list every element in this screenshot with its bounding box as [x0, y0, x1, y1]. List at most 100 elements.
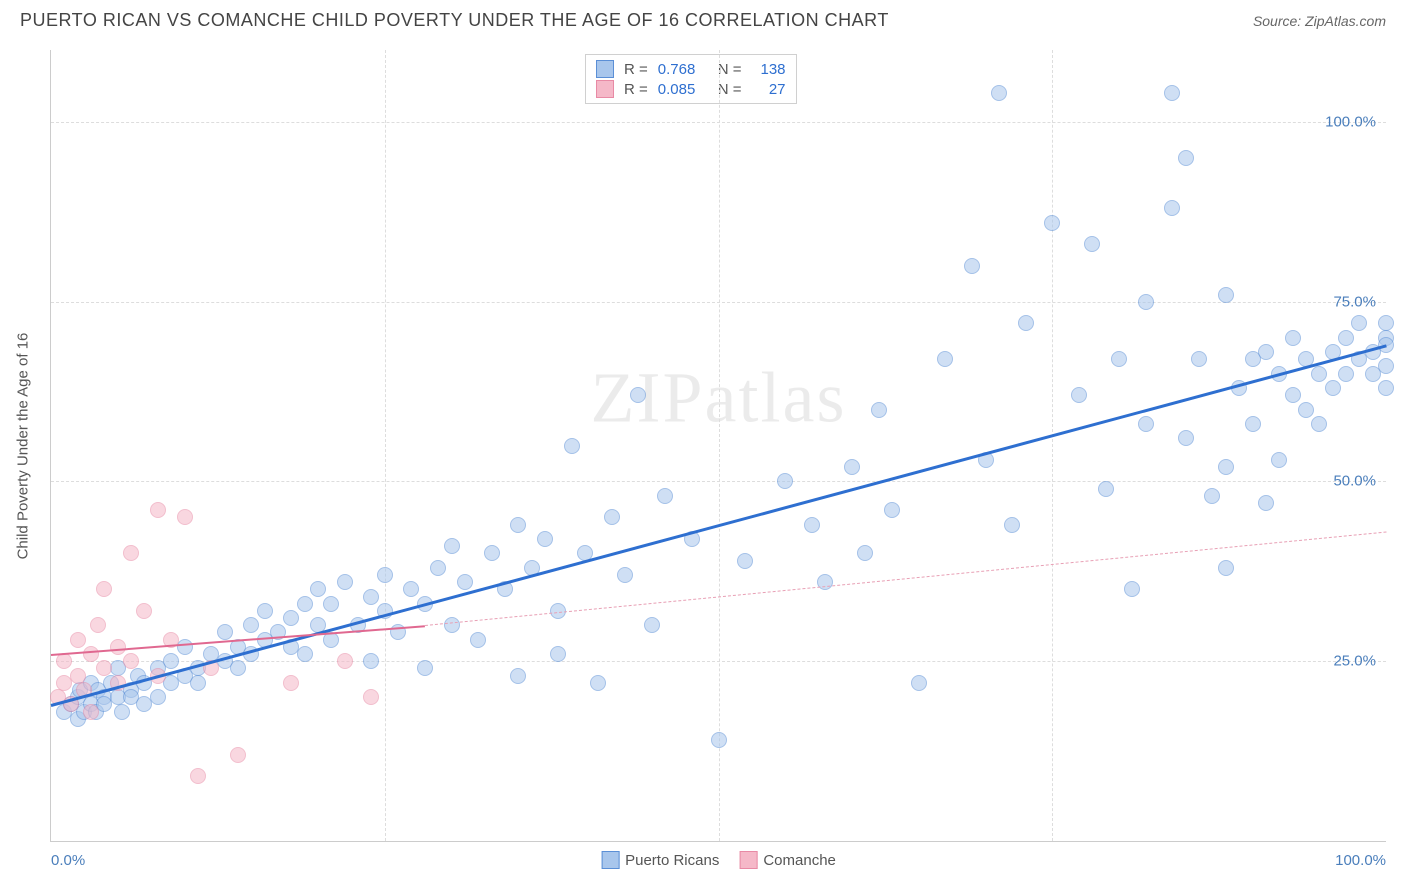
legend-swatch — [739, 851, 757, 869]
data-point — [1245, 416, 1261, 432]
data-point — [283, 610, 299, 626]
legend-item: Puerto Ricans — [601, 851, 719, 869]
data-point — [857, 545, 873, 561]
data-point — [150, 502, 166, 518]
data-point — [1178, 150, 1194, 166]
data-point — [230, 660, 246, 676]
data-point — [470, 632, 486, 648]
scatter-chart: Child Poverty Under the Age of 16 ZIPatl… — [50, 50, 1386, 842]
data-point — [550, 646, 566, 662]
n-value: 27 — [752, 81, 786, 98]
data-point — [777, 473, 793, 489]
y-tick-label: 25.0% — [1333, 653, 1376, 670]
data-point — [114, 704, 130, 720]
data-point — [136, 603, 152, 619]
data-point — [1071, 387, 1087, 403]
data-point — [510, 668, 526, 684]
data-point — [817, 574, 833, 590]
data-point — [1044, 215, 1060, 231]
data-point — [56, 653, 72, 669]
data-point — [617, 567, 633, 583]
data-point — [310, 581, 326, 597]
x-tick-label: 0.0% — [51, 852, 85, 869]
data-point — [377, 567, 393, 583]
data-point — [96, 581, 112, 597]
data-point — [217, 624, 233, 640]
r-value: 0.085 — [658, 81, 708, 98]
data-point — [630, 387, 646, 403]
data-point — [1258, 344, 1274, 360]
r-value: 0.768 — [658, 61, 708, 78]
data-point — [510, 517, 526, 533]
data-point — [1191, 351, 1207, 367]
data-point — [323, 596, 339, 612]
data-point — [1164, 200, 1180, 216]
data-point — [1164, 85, 1180, 101]
data-point — [337, 653, 353, 669]
data-point — [1124, 581, 1140, 597]
data-point — [937, 351, 953, 367]
data-point — [230, 747, 246, 763]
data-point — [1378, 358, 1394, 374]
chart-title: PUERTO RICAN VS COMANCHE CHILD POVERTY U… — [20, 10, 889, 31]
data-point — [177, 509, 193, 525]
data-point — [83, 704, 99, 720]
data-point — [430, 560, 446, 576]
data-point — [871, 402, 887, 418]
data-point — [1378, 315, 1394, 331]
data-point — [737, 553, 753, 569]
data-point — [1311, 416, 1327, 432]
data-point — [123, 545, 139, 561]
data-point — [1285, 387, 1301, 403]
data-point — [711, 732, 727, 748]
y-axis-title: Child Poverty Under the Age of 16 — [15, 332, 32, 559]
r-label: R = — [624, 61, 648, 78]
data-point — [90, 617, 106, 633]
legend-swatch — [601, 851, 619, 869]
gridline-v — [1052, 50, 1053, 841]
data-point — [1378, 380, 1394, 396]
data-point — [1138, 294, 1154, 310]
data-point — [1218, 287, 1234, 303]
stats-row: R = 0.085 N = 27 — [596, 79, 786, 99]
data-point — [804, 517, 820, 533]
data-point — [96, 660, 112, 676]
data-point — [991, 85, 1007, 101]
trendline — [425, 532, 1386, 626]
data-point — [604, 509, 620, 525]
data-point — [444, 617, 460, 633]
data-point — [1338, 366, 1354, 382]
data-point — [70, 632, 86, 648]
data-point — [1178, 430, 1194, 446]
gridline-v — [719, 50, 720, 841]
data-point — [1098, 481, 1114, 497]
series-swatch — [596, 80, 614, 98]
n-label: N = — [718, 81, 742, 98]
data-point — [457, 574, 473, 590]
stats-row: R =0.768N =138 — [596, 59, 786, 79]
n-label: N = — [718, 61, 742, 78]
legend-label: Comanche — [763, 852, 836, 869]
correlation-stats-box: R =0.768N =138R =0.085N =27 — [585, 54, 797, 104]
data-point — [403, 581, 419, 597]
r-label: R = — [624, 81, 648, 98]
data-point — [150, 689, 166, 705]
data-point — [1351, 315, 1367, 331]
data-point — [190, 768, 206, 784]
data-point — [564, 438, 580, 454]
data-point — [590, 675, 606, 691]
data-point — [363, 689, 379, 705]
data-point — [1018, 315, 1034, 331]
data-point — [537, 531, 553, 547]
data-point — [1271, 452, 1287, 468]
data-point — [1111, 351, 1127, 367]
data-point — [163, 653, 179, 669]
data-point — [964, 258, 980, 274]
series-swatch — [596, 60, 614, 78]
data-point — [190, 675, 206, 691]
data-point — [444, 538, 460, 554]
data-point — [1138, 416, 1154, 432]
y-tick-label: 50.0% — [1333, 473, 1376, 490]
data-point — [1084, 236, 1100, 252]
data-point — [243, 617, 259, 633]
